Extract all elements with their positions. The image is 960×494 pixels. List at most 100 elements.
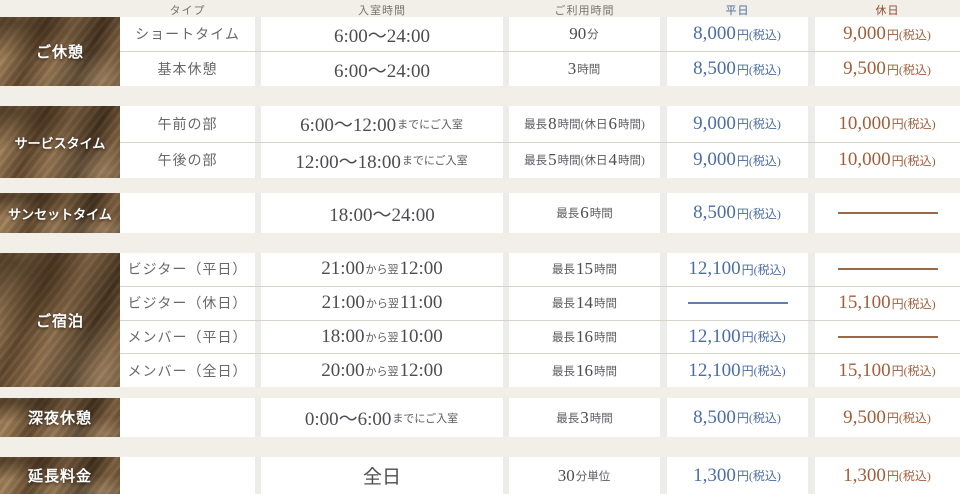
- cell-text: 12,100: [688, 325, 741, 347]
- cell-entry: 6:00〜24:00: [261, 17, 503, 51]
- category-label: ご休憩: [35, 44, 84, 61]
- section-2: サービスタイム 午前の部 6:00〜12:00 までにご入室 最長 8 時間(休日 6 時間) 9…: [0, 106, 960, 178]
- section-rows: ショートタイム 6:00〜24:00 90 分 8,000 円(税込) 9,000 円(税込)…: [120, 17, 960, 86]
- category-label: ご宿泊: [35, 312, 84, 330]
- cell-text: 最長: [556, 208, 580, 220]
- category-tile: 延長料金: [0, 457, 120, 494]
- cell-type: メンバー（全日）: [120, 354, 255, 387]
- cell-text: 3: [580, 407, 589, 427]
- cell-type: メンバー（平日）: [120, 320, 255, 354]
- column-gutter: [255, 286, 261, 320]
- cell-text: 6: [580, 203, 589, 222]
- cell-text: 12,100: [688, 258, 741, 280]
- cell-entry: 全日: [261, 457, 503, 494]
- cell-entry: 20:00 から翌 12:00: [261, 354, 503, 387]
- cell-weekday: [667, 286, 808, 320]
- cell-text: 最長: [524, 155, 548, 168]
- cell-text: 30: [557, 465, 575, 485]
- cell-holiday: [815, 320, 960, 354]
- column-gutter: [255, 17, 261, 51]
- column-gutter: [808, 106, 815, 142]
- column-gutter: [255, 354, 261, 387]
- cell-text: 円(税込): [736, 153, 781, 168]
- cell-text: 10,000: [838, 149, 891, 171]
- column-gutter: [808, 320, 815, 354]
- cell-holiday: 10,000 円(税込): [815, 142, 960, 178]
- cell-weekday: 9,000 円(税込): [667, 106, 808, 142]
- cell-text: 12:00〜18:00: [295, 151, 401, 173]
- column-gutter: [808, 17, 815, 51]
- column-gutter: [255, 398, 261, 437]
- cell-text: 1,300: [843, 464, 886, 486]
- column-header-type: タイプ: [169, 4, 206, 17]
- header-gutter: [808, 0, 815, 17]
- section-rows: ビジター（平日） 21:00 から翌 12:00 最長 15 時間 12,100 円(税込) ビジ…: [120, 253, 960, 387]
- cell-text: 9,000: [693, 112, 736, 134]
- column-gutter: [503, 398, 509, 437]
- cell-holiday: 9,500 円(税込): [815, 398, 960, 437]
- cell-usage: 最長 5 時間(休日 4 時間): [509, 142, 660, 178]
- cell-text: 円(税込): [741, 330, 786, 345]
- cell-text: 9,000: [693, 149, 736, 171]
- cell-text: 8,500: [693, 202, 736, 223]
- cell-text: 時間: [594, 365, 617, 378]
- cell-usage: 最長 16 時間: [509, 354, 660, 387]
- cell-text: 最長: [552, 365, 575, 378]
- cell-text: 9,000: [843, 23, 886, 44]
- section-rows: 全日 30 分単位 1,300 円(税込) 1,300 円(税込): [120, 457, 960, 494]
- table-row: メンバー（平日） 18:00 から翌 10:00 最長 16 時間 12,100 円(税込): [120, 320, 960, 355]
- section-rows: 18:00〜24:00 最長 6 時間 8,500 円(税込): [120, 193, 960, 233]
- cell-text: 円(税込): [736, 117, 781, 132]
- cell-text: 14: [576, 293, 593, 313]
- cell-weekday: 8,500 円(税込): [667, 52, 808, 86]
- column-header-weekday: 平日: [725, 4, 750, 17]
- cell-text: 21:00: [321, 292, 365, 314]
- cell-usage: 最長 6 時間: [509, 193, 660, 233]
- cell-text: 12:00: [399, 258, 443, 280]
- column-header-usage: ご利用時間: [554, 4, 615, 17]
- column-gutter: [255, 457, 261, 494]
- cell-text: から翌: [365, 365, 399, 378]
- cell-text: 分単位: [575, 470, 611, 483]
- cell-usage: 最長 14 時間: [509, 286, 660, 320]
- column-gutter: [808, 142, 815, 178]
- cell-text: までにご入室: [401, 155, 468, 168]
- cell-text: 円(税込): [891, 364, 936, 379]
- cell-text: 分: [587, 29, 599, 41]
- column-gutter: [660, 320, 667, 354]
- column-gutter: [660, 106, 667, 142]
- cell-entry: 0:00〜6:00 までにご入室: [261, 398, 503, 437]
- cell-text: 最長: [552, 264, 575, 277]
- table-row: 午後の部 12:00〜18:00 までにご入室 最長 5 時間(休日 4 時間) 9,000 円(…: [120, 142, 960, 178]
- cell-holiday: 15,100 円(税込): [815, 286, 960, 320]
- cell-holiday: 1,300 円(税込): [815, 457, 960, 494]
- cell-entry: 12:00〜18:00 までにご入室: [261, 142, 503, 178]
- cell-text: 1,300: [693, 464, 736, 486]
- column-gutter: [808, 52, 815, 86]
- column-gutter: [808, 193, 815, 233]
- table-row: 午前の部 6:00〜12:00 までにご入室 最長 8 時間(休日 6 時間) 9,000 円(税…: [120, 106, 960, 143]
- cell-text: 15: [576, 259, 593, 279]
- cell-usage: 最長 15 時間: [509, 253, 660, 286]
- column-gutter: [255, 253, 261, 286]
- cell-type: [120, 457, 255, 494]
- cell-text: 15,100: [838, 292, 891, 314]
- cell-text: 6:00〜24:00: [333, 60, 431, 82]
- section-3: サンセットタイム 18:00〜24:00 最長 6 時間 8,500 円(税込): [0, 193, 960, 233]
- column-gutter: [503, 142, 509, 178]
- section-rows: 午前の部 6:00〜12:00 までにご入室 最長 8 時間(休日 6 時間) 9,000 円(税…: [120, 106, 960, 178]
- cell-text: 16: [576, 360, 593, 380]
- cell-text: 円(税込): [736, 206, 781, 221]
- column-gutter: [255, 142, 261, 178]
- cell-holiday: 9,500 円(税込): [815, 52, 960, 86]
- cell-type: 午前の部: [120, 106, 255, 142]
- column-gutter: [660, 193, 667, 233]
- no-service-dash: [837, 335, 938, 338]
- cell-text: 18:00: [321, 325, 365, 347]
- cell-text: 全日: [362, 467, 401, 488]
- cell-text: 9,500: [843, 406, 886, 428]
- category-tile: 深夜休憩: [0, 398, 120, 437]
- cell-holiday: 9,000 円(税込): [815, 17, 960, 51]
- cell-text: から翌: [365, 298, 399, 311]
- cell-text: 最長: [524, 118, 548, 131]
